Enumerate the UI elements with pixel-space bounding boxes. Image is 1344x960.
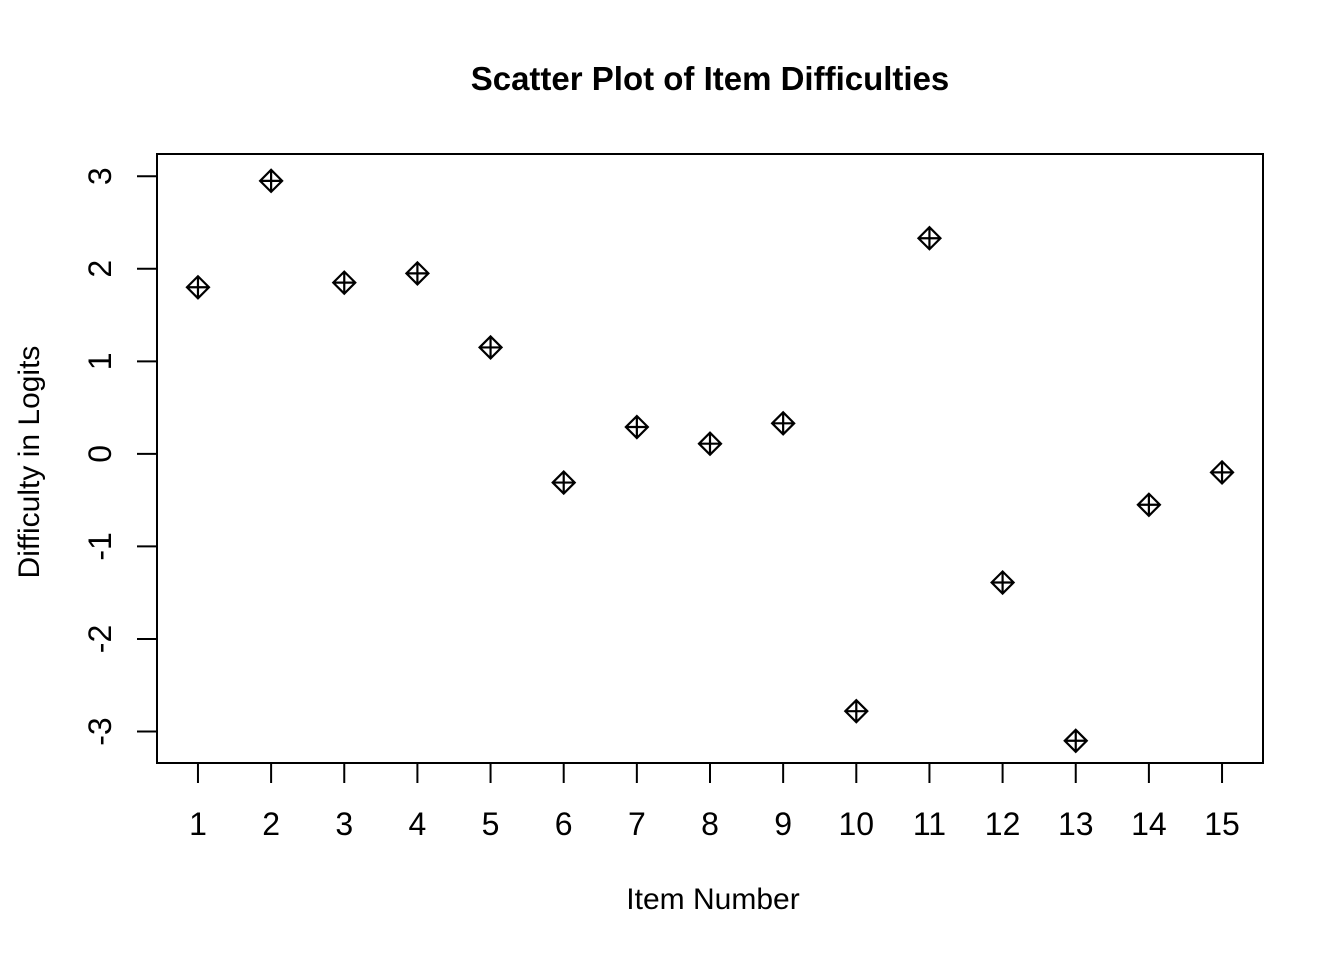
data-point-marker <box>1136 492 1162 518</box>
data-point-marker <box>478 334 504 360</box>
data-point-marker <box>258 168 284 194</box>
data-point-marker <box>185 274 211 300</box>
x-tick-label: 14 <box>1131 806 1167 842</box>
y-tick-label: 0 <box>82 445 118 463</box>
x-tick-label: 6 <box>555 806 573 842</box>
y-tick-label: 3 <box>82 167 118 185</box>
y-tick-label: 2 <box>82 260 118 278</box>
data-point-marker <box>404 260 430 286</box>
x-tick-label: 2 <box>262 806 280 842</box>
y-tick-label: -2 <box>82 625 118 653</box>
x-tick-label: 12 <box>985 806 1021 842</box>
data-point-marker <box>331 270 357 296</box>
x-tick-label: 11 <box>913 806 946 842</box>
y-tick-label: -3 <box>82 717 118 745</box>
x-tick-label: 13 <box>1058 806 1094 842</box>
data-point-marker <box>551 470 577 496</box>
x-tick-label: 1 <box>189 806 207 842</box>
y-tick-label: 1 <box>82 352 118 370</box>
data-point-marker <box>770 410 796 436</box>
plot-box <box>156 153 1264 764</box>
chart-title: Scatter Plot of Item Difficulties <box>470 60 950 97</box>
x-tick-label: 3 <box>335 806 353 842</box>
data-point-marker <box>1209 459 1235 485</box>
data-point-marker <box>843 698 869 724</box>
x-axis-label: Item Number <box>626 883 800 916</box>
x-tick-label: 5 <box>482 806 500 842</box>
data-point-marker <box>1063 728 1089 754</box>
data-point-marker <box>916 225 942 251</box>
data-point-marker <box>697 431 723 457</box>
y-tick-label: -1 <box>82 532 118 560</box>
y-axis-label: Difficulty in Logits <box>13 345 46 579</box>
x-tick-label: 9 <box>774 806 792 842</box>
data-point-marker <box>624 414 650 440</box>
x-tick-label: 8 <box>701 806 719 842</box>
x-tick-label: 15 <box>1204 806 1240 842</box>
x-tick-label: 4 <box>409 806 427 842</box>
x-tick-label: 7 <box>628 806 646 842</box>
data-point-marker <box>990 569 1016 596</box>
x-tick-label: 10 <box>838 806 874 842</box>
